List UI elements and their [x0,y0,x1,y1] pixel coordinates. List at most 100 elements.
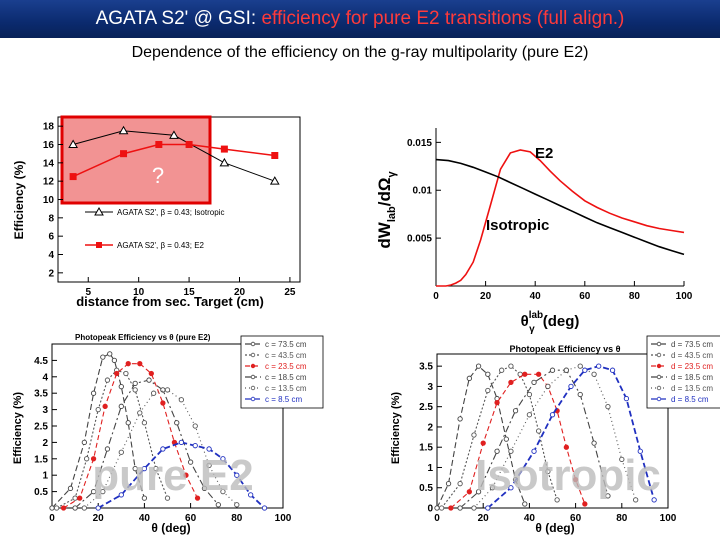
data-point-c-8-5-cm [118,492,124,498]
data-point-d-18-5-cm [605,493,611,499]
series-line-c-73-5-cm [51,353,145,509]
x-axis-title: distance from sec. Target (cm) [76,294,264,309]
title-accent: efficiency for pure E2 transitions (full… [261,8,625,29]
data-point-isotropic [118,125,129,135]
data-point-c-43-5-cm [164,495,171,501]
y-tick-label: 0 [427,504,433,515]
data-point-isotropic [269,176,280,185]
y-tick-label: 2 [42,438,48,449]
legend-label-d-43-5-cm: d = 43.5 cm [671,351,713,360]
x-tick-label: 0 [434,513,440,524]
data-point-c-23-5-cm [148,370,154,377]
watermark-pure-e2: pure E2 [92,451,253,500]
data-point-c-13-5-cm [150,390,157,396]
data-point-c-8-5-cm [261,505,268,511]
data-point-d-13-5-cm [591,371,597,377]
chart-photopeak-pure-e2: Photopeak Efficiency vs θ (pure E2) 0 20 4… [12,333,324,535]
data-point-c-18-5-cm [72,505,78,511]
data-point-c-23-5-cm [194,495,201,501]
y-tick-label: 4.5 [34,356,48,367]
data-point-c-13-5-cm [81,505,87,511]
x-tick-label: 5 [85,287,91,298]
y-tick-label: 14 [43,158,55,169]
series-line-d-8-5-cm [487,365,655,509]
data-point-c-13-5-cm [206,462,212,469]
data-point-c-23-5-cm [160,400,166,406]
data-point-e2 [120,150,128,158]
label-e2: E2 [535,145,553,162]
data-point-c-23-5-cm [114,370,120,377]
data-point-c-43-5-cm [95,406,101,413]
y-tick-label: 0.015 [407,138,432,149]
y-tick-label: 0.5 [34,487,48,498]
legend-marker-d-23-5-cm [656,363,662,369]
chart-photopeak-isotropic: Photopeak Efficiency vs θ 0 20 40 60 80 100 0 0… [390,335,720,535]
data-point-d-13-5-cm [489,485,496,491]
data-point-c-18-5-cm [104,446,111,452]
data-point-c-18-5-cm [90,488,97,495]
x-tick-label: 60 [185,513,197,524]
y-axis-tail-sub: γ [386,171,398,178]
data-point-c-18-5-cm [174,420,180,426]
y-tick-label: 4 [42,372,48,383]
data-point-d-23-5-cm [582,501,588,507]
y-tick-label: 2 [427,422,433,433]
y-tick-label: 12 [43,177,55,188]
data-point-c-8-5-cm [234,472,240,478]
data-point-d-8-5-cm [568,383,574,390]
data-point-d-43-5-cm [554,497,560,503]
data-point-c-8-5-cm [160,446,166,452]
series-line-d-23-5-cm [450,373,586,509]
data-point-c-8-5-cm [178,439,185,446]
data-point-d-23-5-cm [508,379,514,386]
series-line-c-13-5-cm [83,389,238,509]
label-isotropic: Isotropic [486,217,549,234]
data-point-c-23-5-cm [137,361,143,367]
legend-marker-c-18-5-cm [250,374,256,380]
legend: c = 73.5 cm c = 43.5 cm c = 23.5 cm c = 18.… [240,335,324,409]
data-point-c-23-5-cm [60,505,67,511]
data-point-d-23-5-cm [448,505,454,511]
question-mark-annotation: ? [152,163,164,188]
data-point-c-13-5-cm [192,423,198,429]
data-point-d-73-5-cm [485,371,491,377]
legend-marker-c-23-5-cm [250,363,256,369]
legend-marker-c-13-5-cm [250,385,256,391]
legend-marker-d-18-5-cm [656,374,662,380]
chart-efficiency-vs-distance: 5 10 15 20 25 2 4 6 8 10 12 14 16 18 ? AGATA S2', β =… [12,115,301,309]
data-point-d-13-5-cm [563,367,570,373]
legend-label-c-73-5-cm: c = 73.5 cm [265,340,307,349]
data-point-d-8-5-cm [582,367,588,373]
x-tick-label: 80 [616,513,628,524]
data-point-c-73-5-cm [100,354,106,360]
legend-label-c-13-5-cm: c = 13.5 cm [265,384,307,393]
data-point-d-13-5-cm [471,505,477,511]
data-point-d-43-5-cm [545,468,551,475]
x-tick-label: 40 [530,291,542,302]
data-point-d-73-5-cm [457,416,463,422]
data-point-d-23-5-cm [480,440,486,446]
legend-label-c-43-5-cm: c = 43.5 cm [265,351,307,360]
data-point-e2 [220,145,228,153]
series-line-d-73-5-cm [436,365,526,509]
legend-marker-d-73-5-cm [656,341,662,347]
plot-title: Photopeak Efficiency vs θ [510,344,621,354]
y-tick-label: 18 [43,122,55,133]
plot-title: Photopeak Efficiency vs θ (pure E2) [75,333,211,342]
data-point-d-8-5-cm [531,448,537,454]
highlight-box [60,115,212,205]
data-point-c-8-5-cm [192,443,198,449]
legend-label-d-13-5-cm: d = 13.5 cm [671,384,713,393]
x-tick-label: 0 [49,513,55,524]
x-axis-unit: (deg) [543,313,580,330]
legend: AGATA S2', β = 0.43; Isotropic AGATA S2'… [85,206,224,250]
y-tick-label: 0.005 [407,234,432,245]
data-point-d-18-5-cm [512,408,519,414]
data-point-c-8-5-cm [206,446,212,452]
data-point-c-73-5-cm [107,351,113,357]
legend-marker-d-43-5-cm [656,352,662,358]
data-point-d-23-5-cm [494,399,500,406]
x-tick-label: 60 [570,513,582,524]
series-line-d-43-5-cm [441,365,558,509]
y-tick-label: 3 [427,382,433,393]
